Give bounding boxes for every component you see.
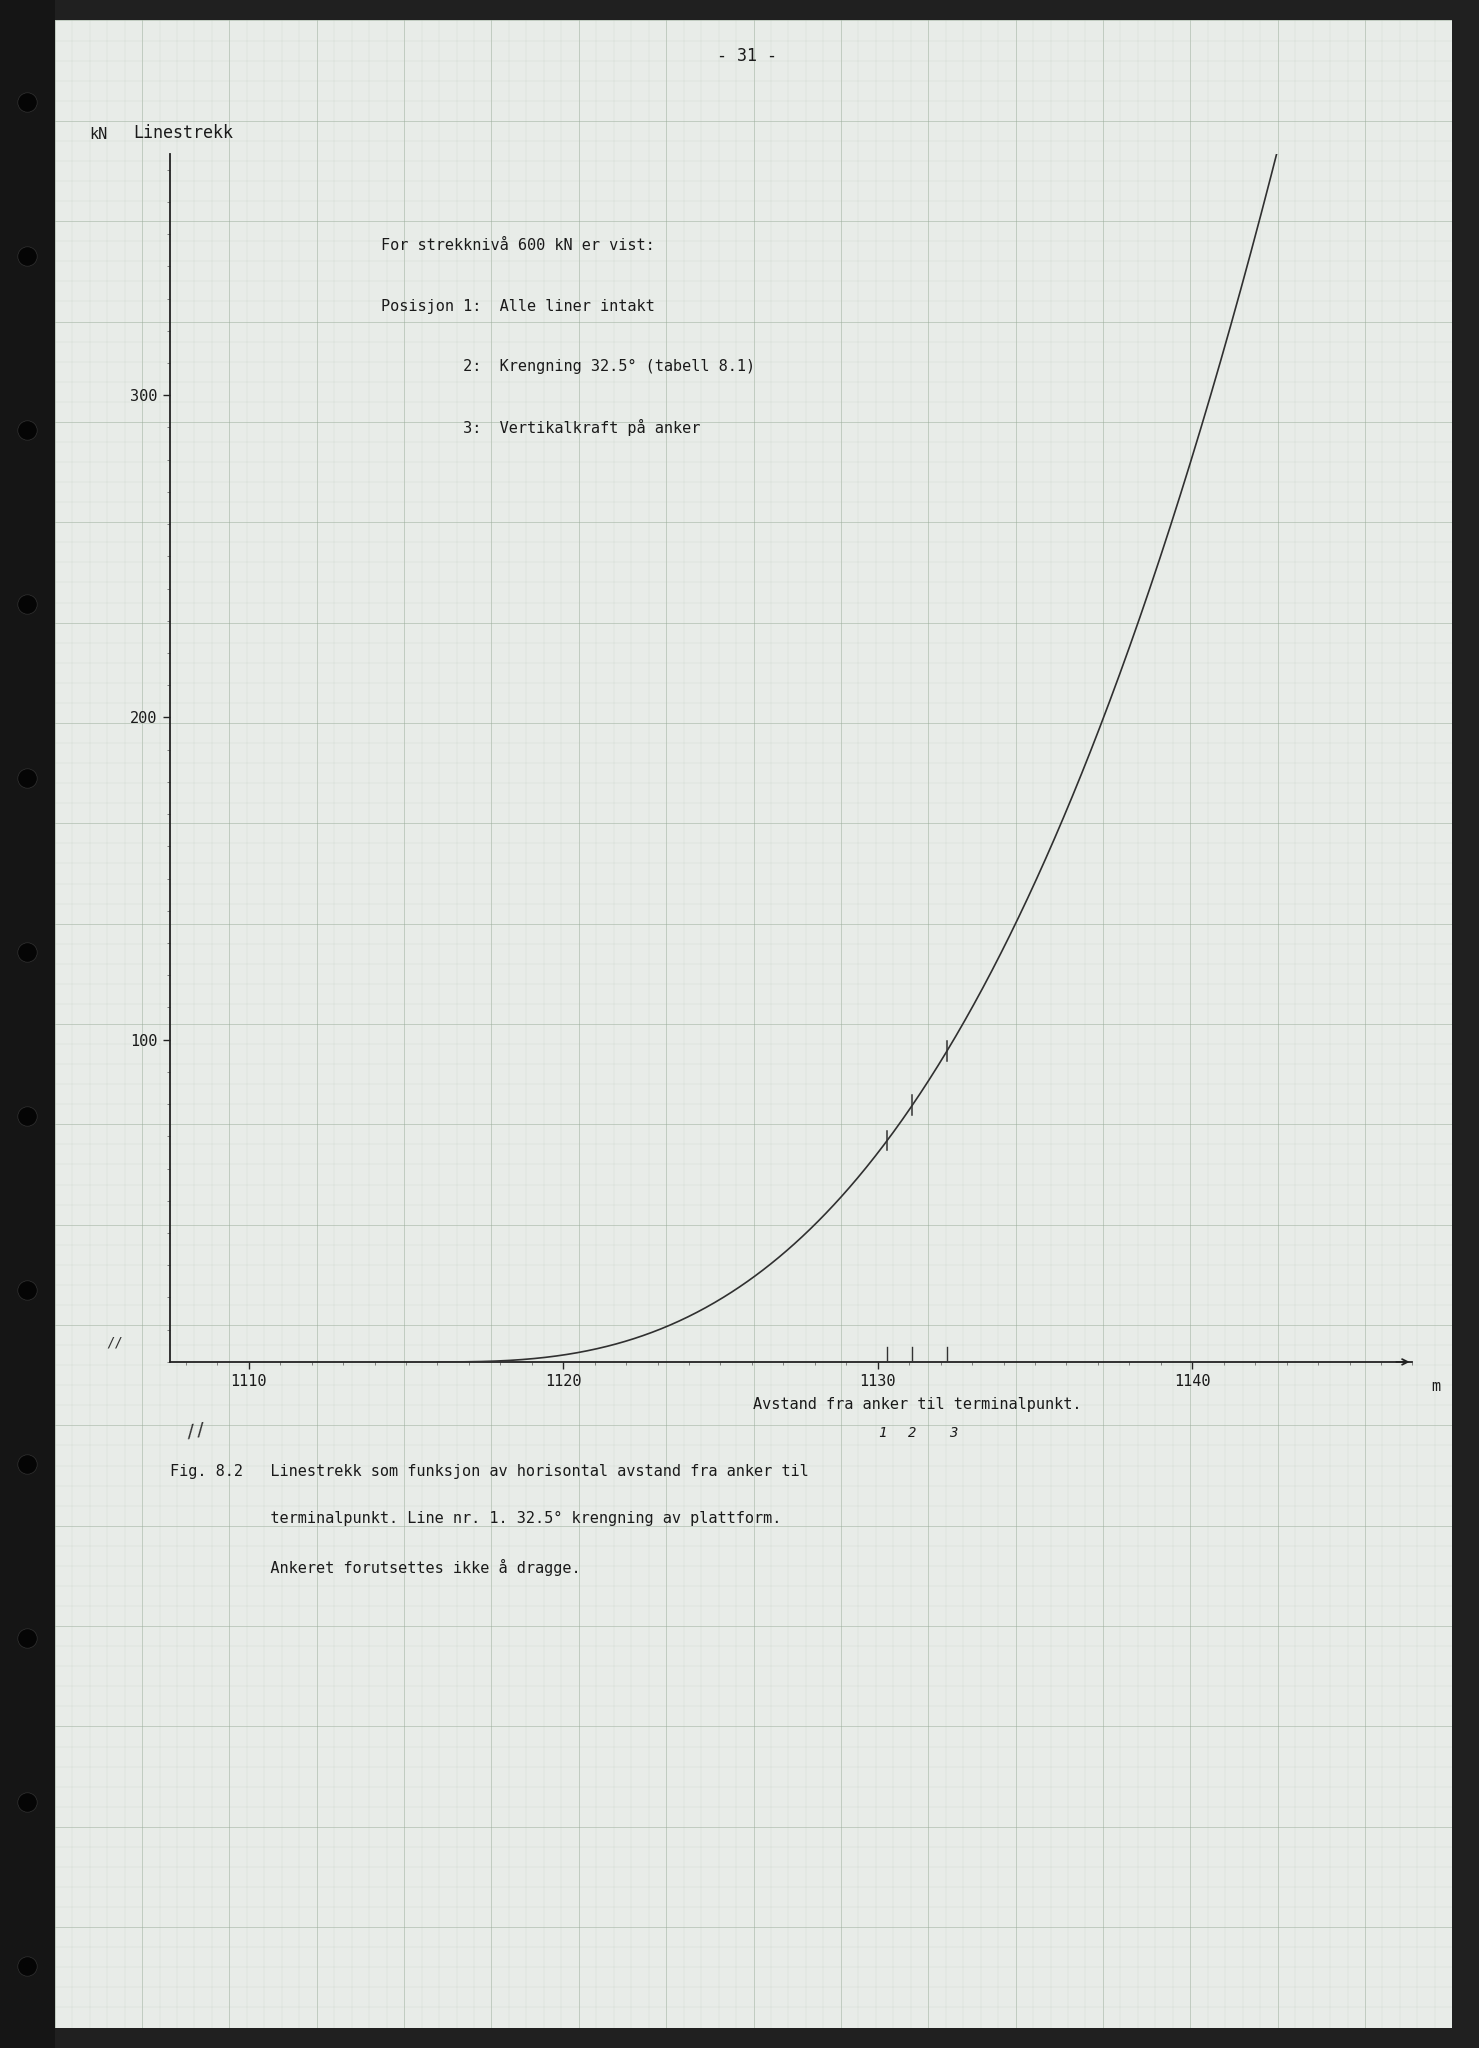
Text: - 31 -: - 31 -: [717, 47, 776, 66]
Text: m: m: [1432, 1378, 1441, 1393]
Text: Linestrekk: Linestrekk: [133, 123, 232, 141]
Text: 2: 2: [908, 1425, 917, 1440]
Text: For strekknivå 600 kN er vist:: For strekknivå 600 kN er vist:: [382, 238, 655, 254]
Text: Posisjon 1:  Alle liner intakt: Posisjon 1: Alle liner intakt: [382, 299, 655, 313]
Text: Avstand fra anker til terminalpunkt.: Avstand fra anker til terminalpunkt.: [753, 1397, 1081, 1411]
Text: 3: 3: [950, 1425, 957, 1440]
Text: //: //: [183, 1419, 207, 1442]
Text: //: //: [106, 1335, 123, 1350]
Text: Fig. 8.2   Linestrekk som funksjon av horisontal avstand fra anker til: Fig. 8.2 Linestrekk som funksjon av hori…: [170, 1464, 809, 1479]
Text: 1: 1: [879, 1425, 887, 1440]
Text: terminalpunkt. Line nr. 1. 32.5° krengning av plattform.: terminalpunkt. Line nr. 1. 32.5° krengni…: [170, 1511, 781, 1526]
Text: Ankeret forutsettes ikke å dragge.: Ankeret forutsettes ikke å dragge.: [170, 1559, 581, 1575]
Text: 3:  Vertikalkraft på anker: 3: Vertikalkraft på anker: [382, 420, 701, 436]
Text: 2:  Krengning 32.5° (tabell 8.1): 2: Krengning 32.5° (tabell 8.1): [382, 358, 756, 375]
Text: kN: kN: [89, 127, 108, 141]
